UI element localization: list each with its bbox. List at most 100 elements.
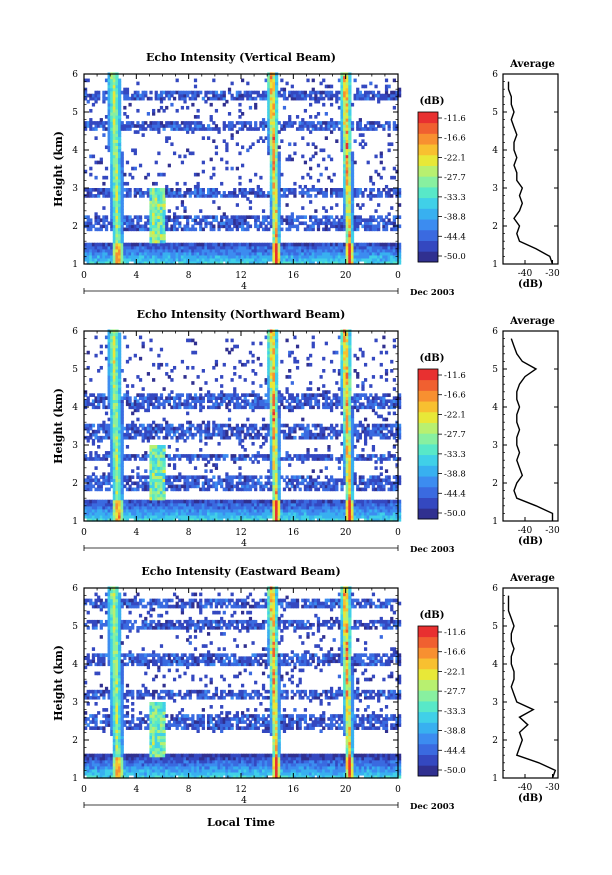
- heatmap-cell: [233, 511, 237, 516]
- heatmap-cell: [102, 514, 106, 519]
- heatmap-cell: [120, 194, 124, 198]
- heatmap-cell: [212, 508, 216, 513]
- heatmap-cell: [345, 218, 349, 223]
- heatmap-cell: [243, 124, 247, 128]
- heatmap-cell: [152, 454, 156, 458]
- heatmap-cell: [243, 423, 247, 428]
- heatmap-cell: [118, 414, 122, 419]
- heatmap-cell: [149, 429, 153, 434]
- heatmap-cell: [170, 121, 174, 125]
- heatmap-cell: [165, 191, 169, 195]
- heatmap-cell: [110, 206, 114, 210]
- heatmap-cell: [120, 505, 124, 510]
- heatmap-cell: [165, 514, 169, 519]
- heatmap-cell: [180, 215, 185, 219]
- heatmap-cell: [267, 96, 271, 101]
- heatmap-cell: [329, 121, 334, 125]
- heatmap-cell: [125, 454, 130, 458]
- heatmap-cell: [115, 239, 119, 244]
- heatmap-cell: [89, 508, 93, 513]
- heatmap-cell: [120, 481, 124, 486]
- heatmap-cell: [209, 96, 213, 101]
- heatmap-cell: [107, 221, 111, 226]
- heatmap-cell: [327, 175, 331, 180]
- heatmap-cell: [238, 248, 242, 253]
- heatmap-cell: [162, 499, 166, 504]
- heatmap-cell: [363, 242, 368, 247]
- heatmap-cell: [167, 423, 171, 428]
- heatmap-cell: [136, 251, 140, 256]
- heatmap-cell: [172, 224, 177, 229]
- heatmap-cell: [395, 191, 399, 195]
- heatmap-cell: [225, 248, 229, 253]
- heatmap-cell: [275, 203, 279, 207]
- heatmap-cell: [102, 405, 106, 410]
- heatmap-cell: [309, 93, 313, 98]
- heatmap-cell: [241, 224, 245, 229]
- heatmap-cell: [251, 508, 255, 513]
- heatmap-cell: [175, 251, 179, 256]
- heatmap-cell: [118, 194, 122, 198]
- heatmap-cell: [272, 245, 276, 250]
- heatmap-cell: [348, 121, 352, 125]
- heatmap-cell: [115, 490, 119, 495]
- heatmap-cell: [272, 242, 276, 247]
- heatmap-cell: [136, 429, 140, 434]
- heatmap-cell: [392, 221, 396, 226]
- heatmap-cell: [152, 451, 156, 455]
- heatmap-cell: [314, 124, 318, 128]
- heatmap-cell: [131, 426, 135, 431]
- heatmap-cell: [128, 121, 132, 125]
- heatmap-cell: [241, 487, 245, 492]
- heatmap-cell: [201, 405, 205, 410]
- heatmap-cell: [204, 478, 208, 483]
- heatmap-cell: [230, 432, 234, 437]
- heatmap-cell: [384, 254, 389, 259]
- heatmap-cell: [157, 221, 161, 226]
- heatmap-cell: [154, 242, 158, 247]
- heatmap-cell: [120, 215, 124, 219]
- heatmap-cell: [138, 218, 143, 223]
- heatmap-cell: [102, 206, 106, 210]
- heatmap-cell: [390, 96, 394, 101]
- heatmap-cell: [102, 399, 106, 404]
- heatmap-cell: [170, 405, 174, 410]
- heatmap-cell: [350, 191, 355, 195]
- heatmap-cell: [191, 257, 195, 262]
- heatmap-cell: [118, 218, 122, 223]
- heatmap-cell: [91, 154, 96, 159]
- heatmap-cell: [152, 236, 156, 241]
- heatmap-cell: [84, 478, 88, 483]
- heatmap-cell: [159, 203, 164, 207]
- heatmap-cell: [220, 390, 224, 394]
- heatmap-cell: [183, 90, 187, 95]
- heatmap-cell: [115, 169, 119, 174]
- heatmap-cell: [123, 172, 127, 177]
- heatmap-cell: [162, 194, 166, 198]
- heatmap-cell: [131, 93, 135, 98]
- heatmap-cell: [133, 166, 137, 171]
- heatmap-cell: [86, 99, 90, 104]
- heatmap-cell: [123, 511, 127, 516]
- heatmap-cell: [319, 124, 323, 128]
- heatmap-cell: [120, 212, 124, 216]
- heatmap-cell: [206, 260, 211, 265]
- heatmap-cell: [152, 203, 156, 207]
- heatmap-cell: [377, 251, 381, 256]
- heatmap-cell: [131, 242, 135, 247]
- heatmap-cell: [227, 90, 232, 95]
- heatmap-cell: [212, 224, 216, 229]
- heatmap-cell: [159, 245, 164, 250]
- heatmap-cell: [345, 78, 349, 83]
- heatmap-cell: [199, 514, 203, 519]
- heatmap-cell: [152, 496, 156, 501]
- heatmap-cell: [390, 194, 394, 198]
- heatmap-cell: [366, 90, 370, 95]
- heatmap-cell: [280, 87, 284, 92]
- heatmap-cell: [220, 375, 224, 379]
- heatmap-cell: [246, 502, 250, 507]
- heatmap-cell: [358, 118, 362, 122]
- heatmap-cell: [110, 347, 114, 352]
- heatmap-cell: [235, 93, 239, 98]
- heatmap-cell: [303, 90, 308, 95]
